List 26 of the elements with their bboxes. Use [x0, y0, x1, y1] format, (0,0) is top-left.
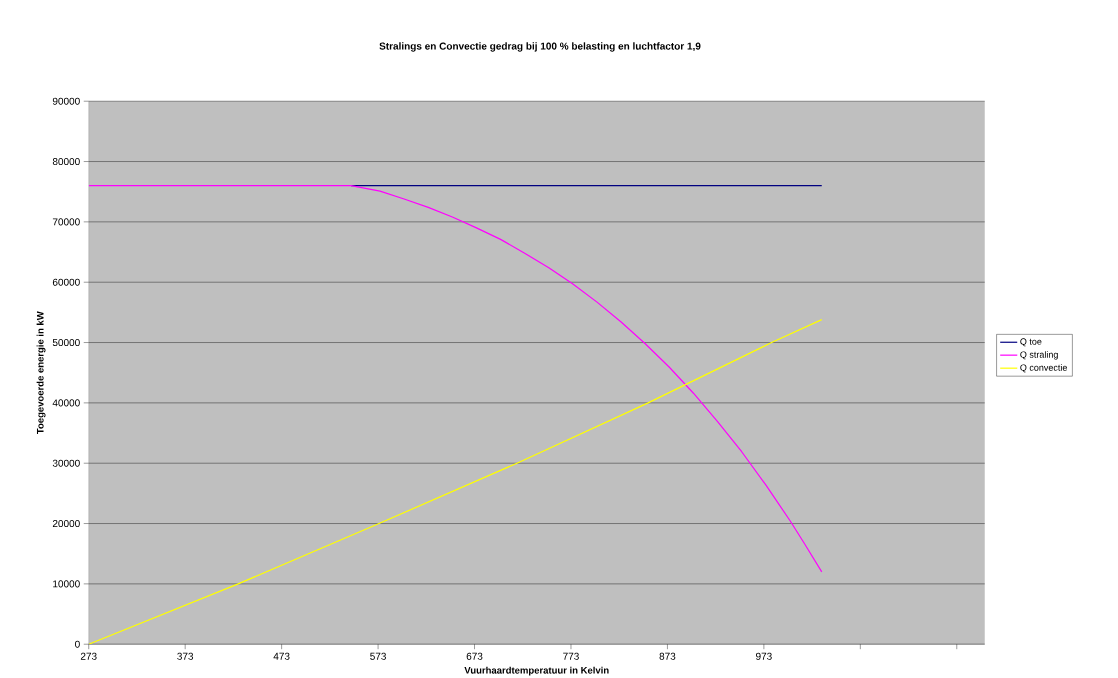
y-tick-label: 70000: [52, 218, 80, 226]
y-tick-label: 90000: [52, 97, 80, 105]
x-tick-label: 673: [466, 652, 483, 660]
x-axis-title: Vuurhaardtemperatuur in Kelvin: [464, 666, 609, 676]
x-tick-label: 973: [756, 652, 772, 660]
y-tick-label: 0: [75, 640, 80, 648]
x-tick-label: 573: [370, 652, 386, 660]
line-series: [88, 185, 823, 573]
x-tick-label: 773: [563, 652, 579, 660]
legend-label: Q convectie: [1020, 364, 1067, 373]
legend-label: Q toe: [1020, 338, 1042, 347]
y-axis-title: Toegevoerde energie in kW: [36, 311, 46, 435]
y-tick-label: 80000: [52, 158, 80, 166]
x-tick-label: 373: [177, 652, 194, 660]
y-tick-label: 40000: [52, 399, 80, 407]
y-tick-label: 30000: [52, 459, 80, 467]
line-series: [88, 319, 823, 645]
x-tick-label: 473: [273, 652, 290, 660]
y-tick-label: 60000: [52, 278, 80, 286]
x-tick-label: 873: [659, 652, 676, 660]
chart-title: Stralings en Convectie gedrag bij 100 % belasting en luchtfactor 1,9: [379, 42, 701, 52]
legend-label: Q straling: [1020, 351, 1058, 360]
y-tick-label: 20000: [52, 520, 80, 528]
y-tick-label: 50000: [52, 339, 80, 347]
y-tick-label: 10000: [53, 580, 80, 588]
x-tick-label: 273: [80, 652, 97, 660]
